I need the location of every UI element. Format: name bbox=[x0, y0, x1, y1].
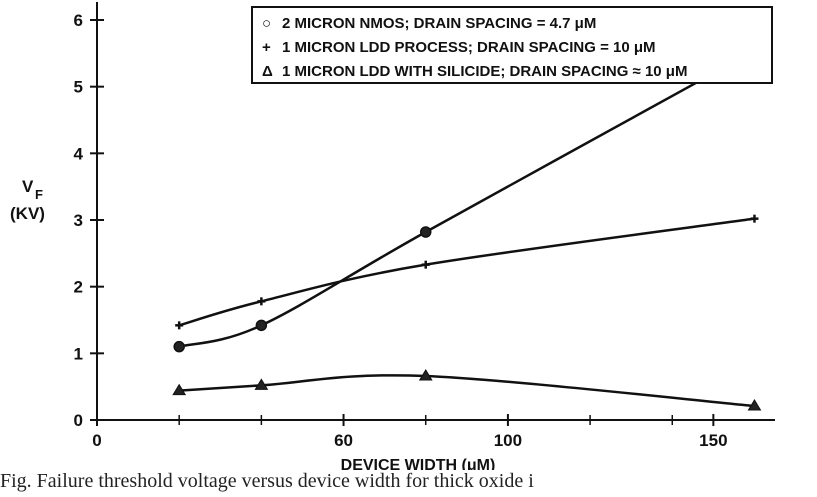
y-tick-label: 1 bbox=[74, 344, 83, 363]
legend-symbol-series-0: ○ bbox=[262, 15, 271, 32]
x-tick-label: 150 bbox=[699, 431, 727, 450]
y-tick-label: 3 bbox=[74, 211, 83, 230]
data-point bbox=[254, 378, 269, 390]
data-point bbox=[172, 383, 187, 396]
x-axis-label: DEVICE WIDTH (μM) bbox=[341, 457, 496, 470]
y-tick-label: 6 bbox=[74, 11, 83, 30]
y-tick-label: 0 bbox=[74, 411, 83, 430]
series-group bbox=[172, 67, 762, 411]
data-point bbox=[750, 214, 759, 223]
data-point bbox=[419, 226, 432, 238]
data-point bbox=[418, 369, 433, 381]
data-point bbox=[747, 399, 762, 411]
data-point bbox=[257, 297, 266, 306]
y-axis-label-main: V bbox=[22, 177, 34, 196]
y-axis-label-unit: (KV) bbox=[10, 204, 45, 223]
series-line-2 bbox=[179, 374, 755, 408]
data-point bbox=[173, 340, 185, 353]
legend-symbol-series-2: Δ bbox=[262, 63, 273, 80]
y-tick-label: 5 bbox=[74, 78, 83, 97]
legend: ○ 2 MICRON NMOS; DRAIN SPACING = 4.7 μM … bbox=[251, 6, 773, 84]
legend-entry-series-2: 1 MICRON LDD WITH SILICIDE; DRAIN SPACIN… bbox=[282, 63, 687, 80]
y-axis-label-subscript: F bbox=[35, 187, 43, 202]
y-tick-label: 4 bbox=[74, 144, 84, 163]
legend-symbol-series-1: + bbox=[262, 39, 271, 56]
y-tick-label: 2 bbox=[74, 278, 83, 297]
x-tick-label: 0 bbox=[92, 431, 101, 450]
figure-caption: Fig. Failure threshold voltage versus de… bbox=[0, 470, 534, 492]
x-tick-label: 60 bbox=[334, 431, 353, 450]
series-line-0 bbox=[178, 72, 714, 348]
series-line-1 bbox=[178, 217, 755, 327]
legend-box bbox=[251, 6, 773, 84]
legend-entry-series-0: 2 MICRON NMOS; DRAIN SPACING = 4.7 μM bbox=[282, 15, 596, 32]
data-point bbox=[175, 321, 184, 330]
data-point bbox=[255, 319, 268, 332]
x-tick-label: 100 bbox=[494, 431, 522, 450]
legend-entry-series-1: 1 MICRON LDD PROCESS; DRAIN SPACING = 10… bbox=[282, 39, 656, 56]
data-point bbox=[421, 260, 430, 269]
